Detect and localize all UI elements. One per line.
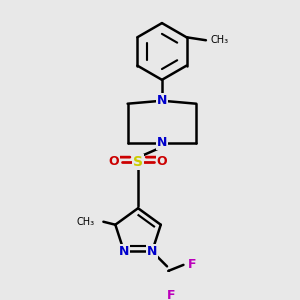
Text: N: N: [147, 245, 157, 258]
Text: O: O: [109, 155, 119, 168]
Text: N: N: [119, 245, 129, 258]
Text: N: N: [157, 136, 167, 149]
Text: CH₃: CH₃: [76, 217, 94, 227]
Text: N: N: [157, 94, 167, 107]
Text: S: S: [133, 155, 143, 169]
Text: CH₃: CH₃: [210, 35, 229, 45]
Text: O: O: [157, 155, 167, 168]
Text: F: F: [188, 258, 197, 272]
Text: F: F: [167, 289, 176, 300]
